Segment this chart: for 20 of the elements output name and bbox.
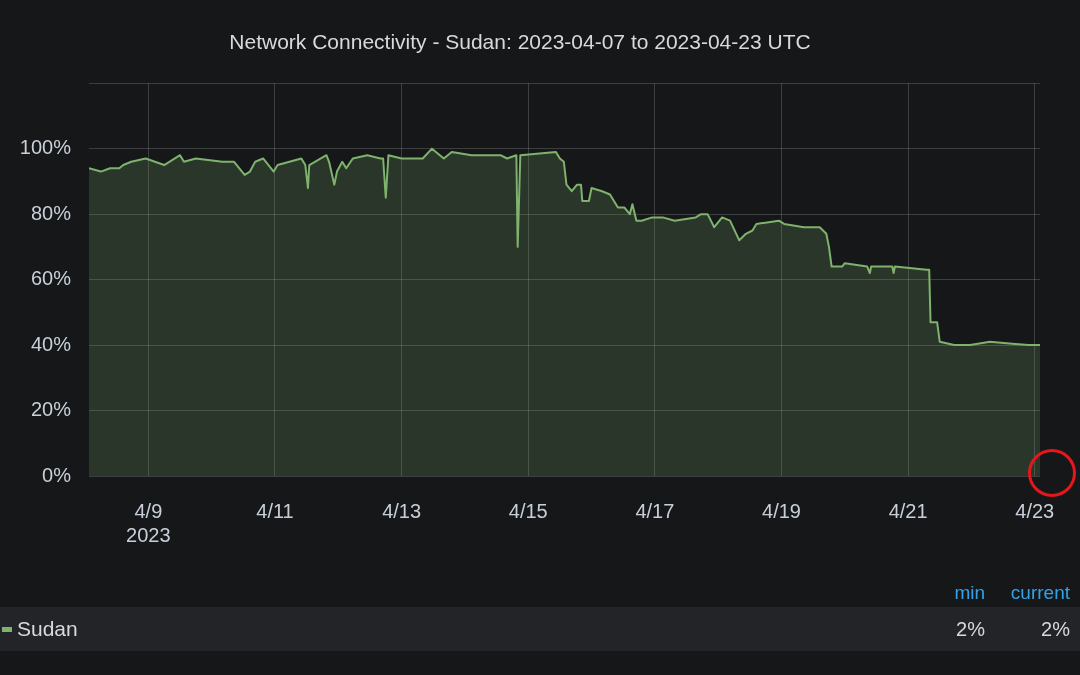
text: 2%	[1041, 618, 1070, 641]
chart-title: Network Connectivity - Sudan: 2023-04-07 to 2023-04-23 UTC	[229, 30, 811, 54]
legend-label: Sudan	[17, 617, 78, 641]
text: min	[954, 582, 985, 604]
y-tick-label: 100%	[19, 136, 72, 159]
y-tick-label: 40%	[30, 332, 72, 355]
y-tick-label: 80%	[30, 201, 72, 224]
y-tick-label: 0%	[42, 463, 72, 486]
x-tick-label: 4/23	[1015, 499, 1055, 522]
text: current	[1010, 582, 1070, 604]
x-tick-label: 4/11	[256, 499, 294, 522]
x-tick-label: 4/19	[762, 499, 801, 522]
y-tick-label: 20%	[30, 398, 72, 421]
text: 2%	[956, 618, 985, 641]
y-tick-label: 60%	[30, 267, 72, 290]
x-tick-label: 4/17	[635, 499, 675, 522]
x-tick-label: 4/21	[888, 499, 928, 522]
x-tick-label: 4/13	[382, 499, 422, 522]
x-tick-label: 4/9 2023	[126, 499, 171, 546]
x-tick-label: 4/15	[508, 499, 548, 522]
